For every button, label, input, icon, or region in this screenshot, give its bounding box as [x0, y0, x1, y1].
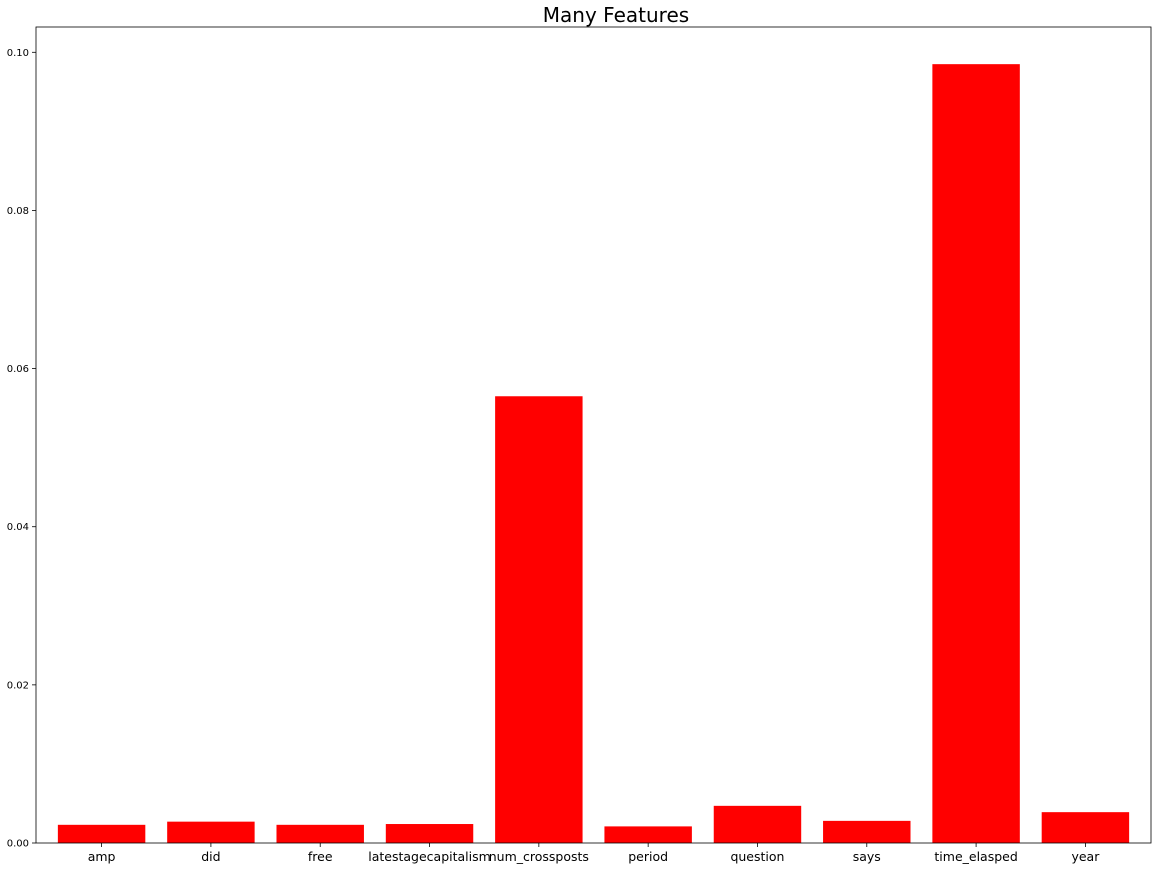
- bar-question: [713, 805, 802, 843]
- x-tick-label: latestagecapitalism: [368, 849, 491, 864]
- bar-time-elasped: [932, 64, 1020, 844]
- bar-free: [276, 824, 364, 843]
- x-tick-label: amp: [88, 849, 116, 864]
- bar-amp: [57, 824, 146, 843]
- bar-says: [823, 820, 911, 843]
- x-tick-label: free: [308, 849, 333, 864]
- bar-latestagecapitalism: [385, 824, 474, 843]
- x-tick-label: time_elasped: [934, 849, 1017, 864]
- bar-year: [1041, 812, 1130, 843]
- x-tick-label: period: [628, 849, 668, 864]
- axes-layer: [32, 26, 1152, 847]
- x-tick-label: year: [1071, 849, 1100, 864]
- y-tick-label: 0.00: [7, 839, 29, 850]
- bars-layer: [57, 64, 1130, 844]
- axes-frame: [35, 26, 1152, 844]
- bar-num-crossposts: [495, 396, 583, 843]
- y-tick-labels: 0.00 0.02 0.04 0.06 0.08 0.10: [7, 48, 29, 850]
- x-tick-labels: amp did free latestagecapitalismnum_crosspo…: [88, 849, 1101, 864]
- bar-period: [604, 826, 692, 843]
- x-tick-label: says: [853, 849, 881, 864]
- x-tick-label: question: [730, 849, 784, 864]
- x-tick-label: did: [201, 849, 220, 864]
- chart-title: Many Features: [543, 3, 689, 27]
- y-tick-label: 0.08: [7, 206, 29, 217]
- y-tick-label: 0.04: [7, 522, 29, 533]
- bar-did: [167, 821, 255, 843]
- y-tick-label: 0.02: [7, 680, 29, 691]
- y-tick-label: 0.10: [7, 48, 29, 59]
- y-tick-label: 0.06: [7, 364, 29, 375]
- x-tick-label: num_crossposts: [489, 849, 589, 864]
